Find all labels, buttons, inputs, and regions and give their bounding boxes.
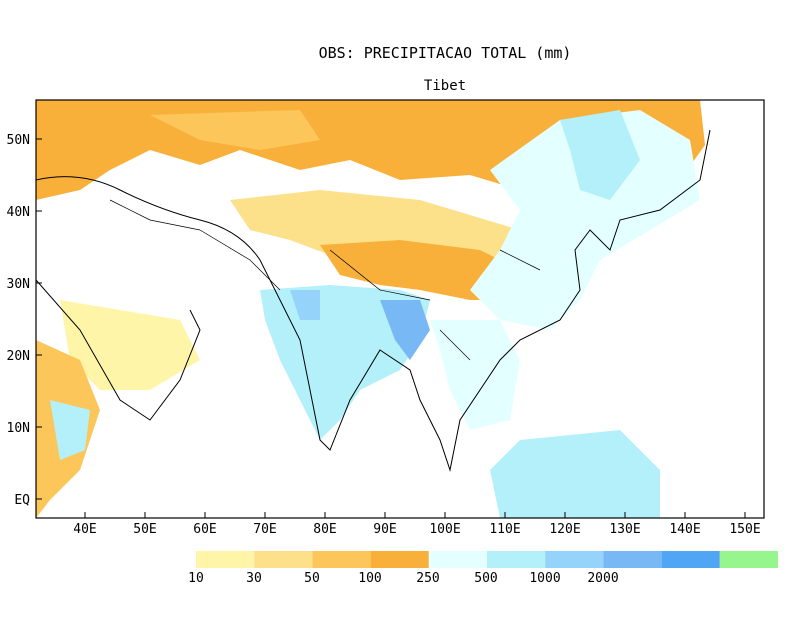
legend-swatch [196,551,255,568]
lon-label: 100E [429,522,460,537]
lat-label: EQ [14,493,30,508]
legend-swatch [487,551,546,568]
borders [109,199,541,361]
legend-label: 250 [416,571,439,586]
map-subtitle: Tibet [423,78,467,94]
east-asia-blue [470,110,700,330]
lon-label: 130E [609,522,640,537]
legend-swatch [603,551,662,568]
legend-swatch [254,551,313,568]
lon-label: 60E [193,522,216,537]
axis-labels: 50N 40N 30N 20N 10N EQ 40E 50E 60E 70E 80E 90E 100E 1… [7,133,761,537]
legend-swatch [370,551,429,568]
seasia-blue [430,320,520,430]
legend-swatch [312,551,371,568]
legend-label: 2000 [587,571,618,586]
lat-label: 50N [7,133,30,148]
color-legend: 10 30 50 100 250 500 1000 2000 [188,551,778,586]
bengal-blue [380,300,430,360]
legend-swatch [428,551,487,568]
lat-label: 30N [7,277,30,292]
arabia-yellow [60,300,200,390]
lon-label: 80E [313,522,336,537]
legend-label: 100 [358,571,381,586]
lon-label: 140E [669,522,700,537]
legend-label: 50 [304,571,320,586]
lat-label: 40N [7,205,30,220]
tibet-orange [320,240,520,300]
lon-label: 70E [253,522,276,537]
lon-label: 90E [373,522,396,537]
map-area [36,100,764,518]
arabia-coast [36,279,201,421]
legend-label: 30 [246,571,262,586]
map-frame [35,99,765,519]
legend-swatch [661,551,720,568]
axis-ticks [36,138,746,518]
lon-label: 120E [549,522,580,537]
lat-label: 10N [7,421,30,436]
legend-label: 1000 [529,571,560,586]
legend-label: 10 [188,571,204,586]
east-asia-blue2 [560,110,640,200]
lon-label: 50E [133,522,156,537]
africa-blue [50,400,90,460]
lat-label: 20N [7,349,30,364]
legend-swatch [545,551,604,568]
legend-swatch [719,551,778,568]
lon-label: 110E [489,522,520,537]
coastline [36,129,711,472]
india-blue [260,285,430,440]
india-blue2 [290,290,320,320]
lon-label: 150E [729,522,760,537]
legend-label: 500 [474,571,497,586]
lon-label: 40E [73,522,96,537]
dry-north-light [150,110,320,150]
map-title: OBS: PRECIPITACAO TOTAL (mm) [318,44,572,62]
maritime-blue [490,430,660,518]
